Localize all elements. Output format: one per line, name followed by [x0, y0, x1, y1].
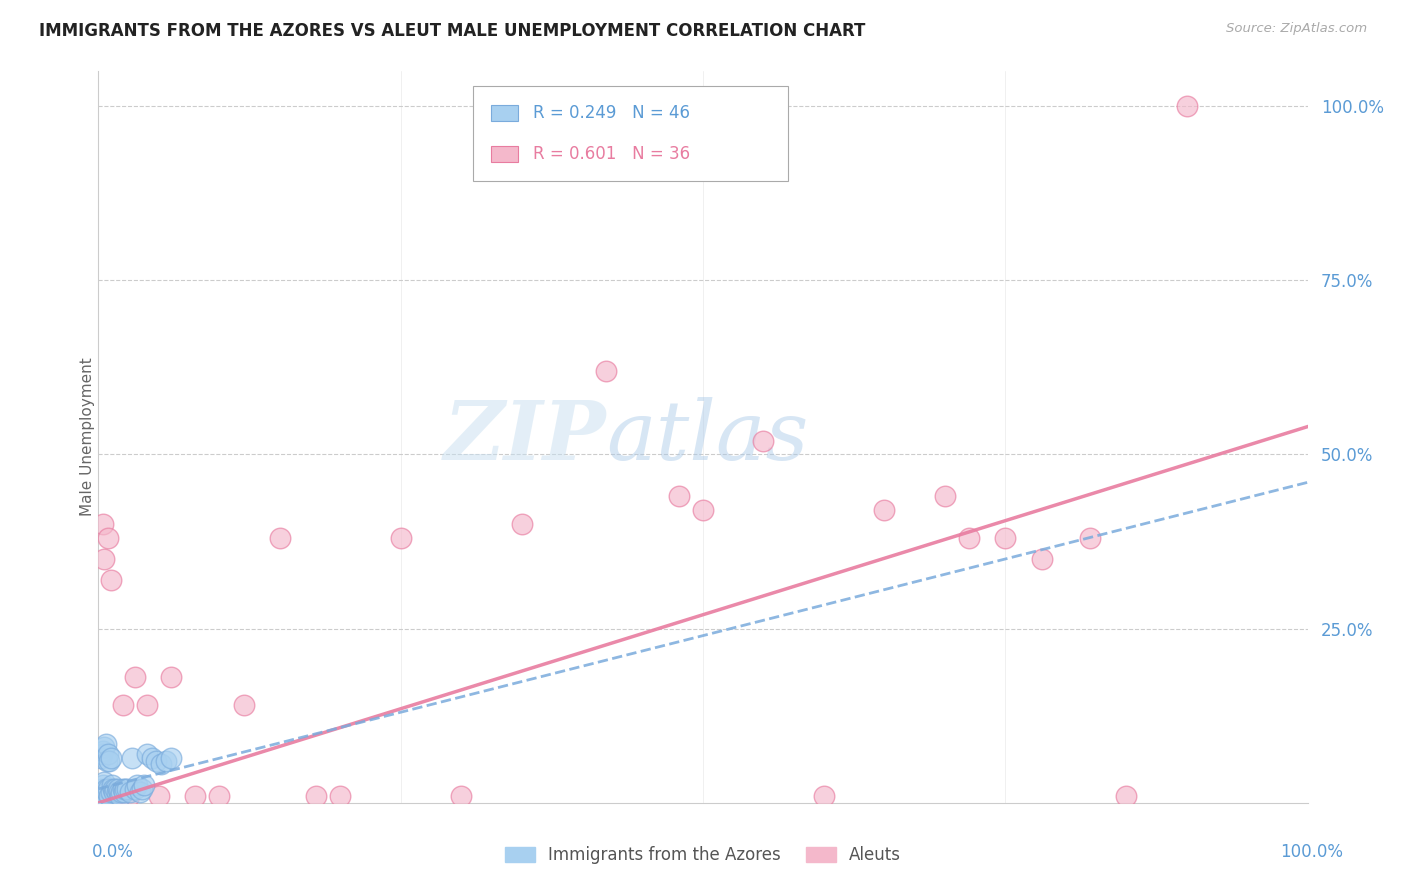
- Point: [93, 552, 115, 566]
- Point: [89, 789, 111, 803]
- Point: [135, 698, 157, 713]
- Point: [97, 781, 120, 796]
- Point: [108, 789, 131, 803]
- Point: [752, 434, 775, 448]
- Point: [104, 781, 127, 796]
- Text: R = 0.249   N = 46: R = 0.249 N = 46: [533, 103, 689, 121]
- Text: atlas: atlas: [606, 397, 808, 477]
- Point: [994, 531, 1017, 545]
- Point: [155, 754, 177, 768]
- Point: [117, 781, 139, 796]
- Point: [184, 789, 207, 803]
- Point: [1115, 789, 1137, 803]
- Point: [94, 789, 117, 803]
- Point: [118, 785, 141, 799]
- Point: [160, 750, 183, 764]
- Point: [94, 781, 117, 796]
- Point: [957, 531, 980, 545]
- Point: [107, 781, 129, 796]
- Text: R = 0.601   N = 36: R = 0.601 N = 36: [533, 145, 689, 163]
- Text: 0.0%: 0.0%: [91, 843, 134, 861]
- Bar: [492, 146, 517, 162]
- Point: [108, 785, 131, 799]
- Point: [97, 747, 120, 761]
- Point: [127, 778, 149, 792]
- Point: [692, 503, 714, 517]
- Point: [595, 364, 617, 378]
- Point: [91, 747, 114, 761]
- Point: [111, 698, 134, 713]
- Point: [93, 740, 115, 755]
- Point: [100, 750, 122, 764]
- Point: [108, 789, 131, 803]
- Point: [269, 531, 291, 545]
- Point: [112, 785, 135, 799]
- Y-axis label: Male Unemployment: Male Unemployment: [80, 358, 94, 516]
- Bar: [492, 104, 517, 120]
- Point: [510, 517, 533, 532]
- Point: [97, 531, 120, 545]
- Point: [124, 781, 146, 796]
- Point: [934, 489, 956, 503]
- Point: [96, 754, 118, 768]
- Point: [389, 531, 412, 545]
- Point: [93, 775, 115, 789]
- Point: [91, 778, 114, 792]
- Point: [98, 754, 121, 768]
- Point: [145, 754, 167, 768]
- Point: [813, 789, 835, 803]
- Legend: Immigrants from the Azores, Aleuts: Immigrants from the Azores, Aleuts: [505, 846, 901, 864]
- Point: [131, 781, 153, 796]
- Point: [1031, 552, 1053, 566]
- Point: [90, 750, 112, 764]
- Point: [93, 789, 115, 803]
- Point: [1078, 531, 1101, 545]
- Point: [101, 781, 124, 796]
- Point: [94, 737, 117, 751]
- FancyBboxPatch shape: [474, 86, 787, 181]
- Point: [91, 785, 114, 799]
- Point: [114, 781, 136, 796]
- Point: [124, 670, 146, 684]
- Point: [873, 503, 896, 517]
- Point: [100, 778, 122, 792]
- Point: [134, 778, 156, 792]
- Point: [96, 785, 118, 799]
- Point: [668, 489, 690, 503]
- Point: [100, 573, 122, 587]
- Point: [150, 757, 173, 772]
- Point: [135, 747, 157, 761]
- Point: [232, 698, 254, 713]
- Text: 100.0%: 100.0%: [1279, 843, 1343, 861]
- Point: [148, 789, 170, 803]
- Point: [98, 789, 121, 803]
- Point: [105, 789, 128, 803]
- Point: [100, 785, 122, 799]
- Point: [128, 785, 150, 799]
- Point: [118, 789, 141, 803]
- Point: [208, 789, 231, 803]
- Point: [329, 789, 352, 803]
- Point: [1175, 99, 1198, 113]
- Point: [91, 517, 114, 532]
- Point: [105, 785, 128, 799]
- Point: [160, 670, 183, 684]
- Point: [91, 743, 114, 757]
- Point: [305, 789, 328, 803]
- Point: [103, 785, 125, 799]
- Point: [141, 750, 163, 764]
- Point: [90, 781, 112, 796]
- Point: [111, 781, 134, 796]
- Text: IMMIGRANTS FROM THE AZORES VS ALEUT MALE UNEMPLOYMENT CORRELATION CHART: IMMIGRANTS FROM THE AZORES VS ALEUT MALE…: [39, 22, 866, 40]
- Point: [101, 789, 124, 803]
- Text: Source: ZipAtlas.com: Source: ZipAtlas.com: [1226, 22, 1367, 36]
- Point: [121, 750, 143, 764]
- Point: [110, 785, 132, 799]
- Point: [450, 789, 472, 803]
- Text: ZIP: ZIP: [444, 397, 606, 477]
